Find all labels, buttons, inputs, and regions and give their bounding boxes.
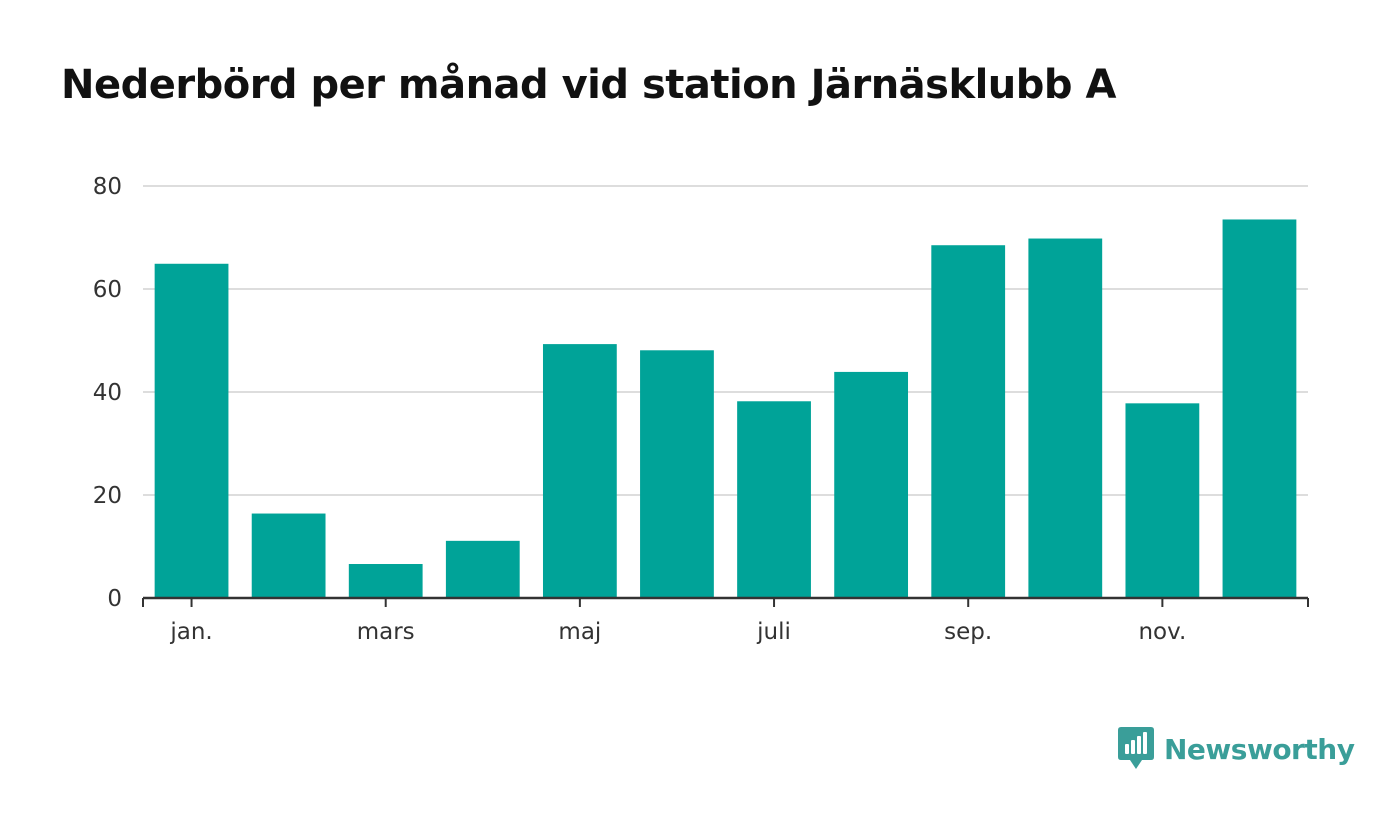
chart-title: Nederbörd per månad vid station Järnäskl… [61, 62, 1116, 108]
x-tick-label: mars [357, 619, 415, 645]
newsworthy-logo-icon [1118, 727, 1154, 769]
bar-aug [834, 371, 909, 598]
gridlines [143, 185, 1308, 496]
brand-name: Newsworthy [1164, 732, 1355, 766]
y-tick-label: 40 [93, 380, 122, 406]
y-axis-ticks: 0 20 40 60 80 [93, 174, 122, 612]
bar-juni [640, 350, 714, 598]
bar-okt [1028, 238, 1103, 598]
bar-sep [931, 245, 1006, 598]
x-tick-label: sep. [944, 619, 992, 645]
bar-mars [348, 564, 423, 598]
x-axis [142, 596, 1309, 607]
bar-feb [251, 513, 326, 598]
x-tick-label: maj [558, 619, 601, 645]
bar-dec [1222, 219, 1297, 598]
x-tick-label: jan. [169, 619, 212, 645]
y-tick-label: 60 [93, 277, 122, 303]
bar-maj [542, 344, 617, 598]
y-tick-label: 20 [93, 483, 122, 509]
bar-chart: 0 20 40 60 80 jan. mars maj juli sep. nov. [93, 174, 1309, 645]
bar-juli [737, 401, 811, 598]
bar-jan [154, 263, 229, 598]
bar-nov [1125, 403, 1200, 598]
bar-apr [445, 540, 520, 598]
x-axis-ticks: jan. mars maj juli sep. nov. [169, 598, 1186, 645]
brand: Newsworthy [1118, 727, 1355, 771]
x-tick-label: juli [756, 619, 791, 645]
y-tick-label: 80 [93, 174, 122, 200]
y-tick-label: 0 [107, 586, 122, 612]
x-tick-label: nov. [1138, 619, 1186, 645]
bars [154, 219, 1297, 598]
